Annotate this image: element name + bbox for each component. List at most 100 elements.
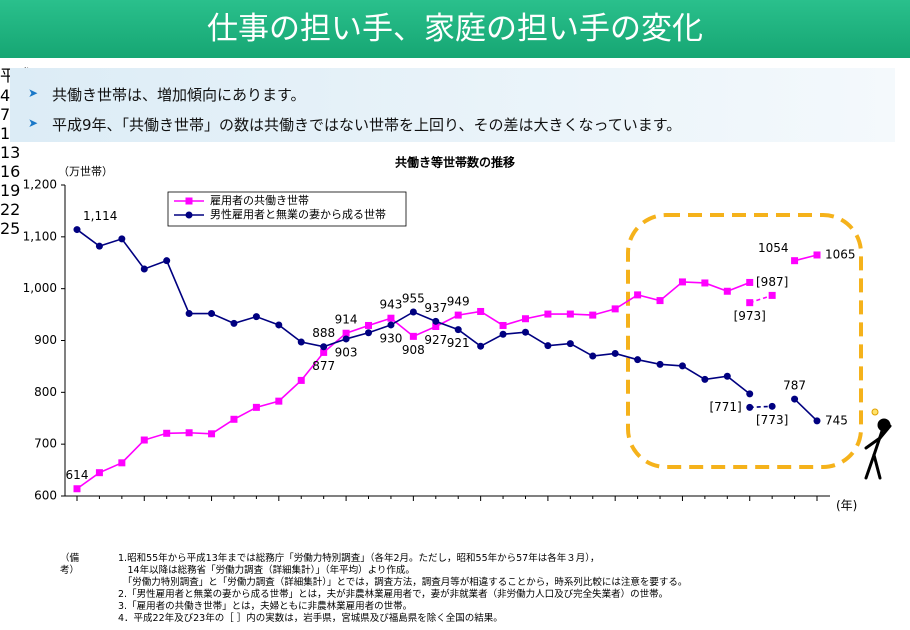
data-label: 949 (447, 295, 470, 309)
point (140, 265, 148, 273)
x-tick-label: 22 (0, 200, 21, 219)
x-tick-label: 7 (0, 105, 11, 124)
notes-items: 1.昭和55年から平成13年までは総務庁「労働力特別調査」（各年2月。ただし，昭… (118, 553, 898, 625)
point (275, 397, 283, 405)
point (342, 335, 350, 343)
point (365, 329, 373, 337)
note-line: 「労働力特別調査」と「労働力調査（詳細集計）」とでは，調査方法，調査月等が相違す… (118, 577, 688, 588)
point (185, 429, 193, 437)
point (387, 314, 395, 322)
point (634, 356, 642, 364)
point (387, 321, 395, 329)
point (320, 348, 328, 356)
point (701, 279, 709, 287)
legend-marker (185, 197, 193, 205)
data-label: 903 (335, 345, 358, 359)
point (611, 305, 619, 313)
y-tick-label: 1,100 (23, 229, 57, 243)
data-label: 888 (312, 326, 335, 340)
point (342, 329, 350, 337)
point (409, 308, 417, 316)
y-tick-label: 1,200 (23, 178, 57, 192)
x-unit: (年) (836, 499, 857, 513)
y-tick-label: 800 (34, 385, 57, 399)
data-label: 955 (402, 291, 425, 305)
data-label: 1054 (758, 241, 789, 255)
banner: 仕事の担い手、家庭の担い手の変化 (0, 0, 910, 58)
point (320, 343, 328, 351)
point (656, 297, 664, 305)
bullet: 平成9年、「共働き世帯」の数は共働きではない世帯を上回り、その差は大きくなってい… (28, 114, 681, 135)
data-label: [771] (709, 400, 741, 414)
legend-label: 男性雇用者と無業の妻から成る世帯 (210, 207, 386, 221)
chart-title: 共働き等世帯数の推移 (395, 155, 515, 170)
point (118, 459, 126, 467)
data-label: 914 (335, 313, 358, 327)
note-line: 1.昭和55年から平成13年までは総務庁「労働力特別調査」（各年2月。ただし，昭… (118, 553, 600, 564)
point (454, 311, 462, 319)
series-line (76, 228, 818, 422)
note-line: 14年以降は総務省「労働力調査（詳細集計）」（年平均）より作成。 (118, 565, 415, 576)
point (73, 226, 81, 234)
point (275, 321, 283, 329)
y-tick-label: 900 (34, 333, 57, 347)
point (521, 328, 529, 336)
legend-marker (185, 211, 193, 219)
point (678, 278, 686, 286)
point (499, 330, 507, 338)
legend (167, 191, 407, 227)
data-label: 745 (825, 413, 848, 427)
point (432, 317, 440, 325)
data-label: [987] (756, 275, 788, 289)
point (611, 349, 619, 357)
point (634, 291, 642, 299)
x-tick-label: 25 (0, 219, 21, 238)
point (230, 415, 238, 423)
data-label: 787 (783, 379, 806, 393)
y-tick-label: 700 (34, 437, 57, 451)
note-line: 3.「雇用者の共働き世帯」とは，夫婦ともに非農林業雇用者の世帯。 (118, 601, 413, 612)
point (544, 342, 552, 350)
note-line: 2.「男性雇用者と無業の妻から成る世帯」とは，夫が非農林業雇用者で，妻が非就業者… (118, 589, 669, 600)
data-label: 937 (424, 301, 447, 315)
point (566, 340, 574, 348)
point (746, 299, 754, 307)
data-label: [973] (734, 309, 766, 323)
notes-label: （備考） (60, 553, 80, 576)
data-label: 921 (447, 336, 470, 350)
point (678, 362, 686, 370)
y-unit: （万世帯） (58, 165, 113, 178)
point (252, 313, 260, 321)
point (432, 323, 440, 331)
y-tick-label: 1,000 (23, 281, 57, 295)
point (791, 395, 799, 403)
point (95, 242, 103, 250)
point (723, 372, 731, 380)
point (163, 429, 171, 437)
data-label: 908 (402, 343, 425, 357)
data-label: 930 (379, 331, 402, 345)
x-tick-label: 19 (0, 181, 21, 200)
note-line: 4．平成22年及び23年の［ ］内の実数は，岩手県，宮城県及び福島県を除く全国の… (118, 613, 503, 624)
estimate-line (749, 405, 773, 409)
point (791, 257, 799, 265)
point (477, 307, 485, 315)
highlight-frame (626, 213, 863, 469)
point (140, 436, 148, 444)
point (723, 287, 731, 295)
data-label: 927 (424, 333, 447, 347)
point (566, 310, 574, 318)
bullet-box: 共働き世帯は、増加傾向にあります。 平成9年、「共働き世帯」の数は共働きではない… (10, 68, 895, 142)
bullet: 共働き世帯は、増加傾向にあります。 (28, 84, 305, 105)
point (118, 235, 126, 243)
series-line (76, 254, 818, 490)
point (208, 310, 216, 318)
point (813, 417, 821, 425)
point (230, 319, 238, 327)
point (163, 257, 171, 265)
point (409, 332, 417, 340)
point (768, 402, 776, 410)
point (589, 352, 597, 360)
